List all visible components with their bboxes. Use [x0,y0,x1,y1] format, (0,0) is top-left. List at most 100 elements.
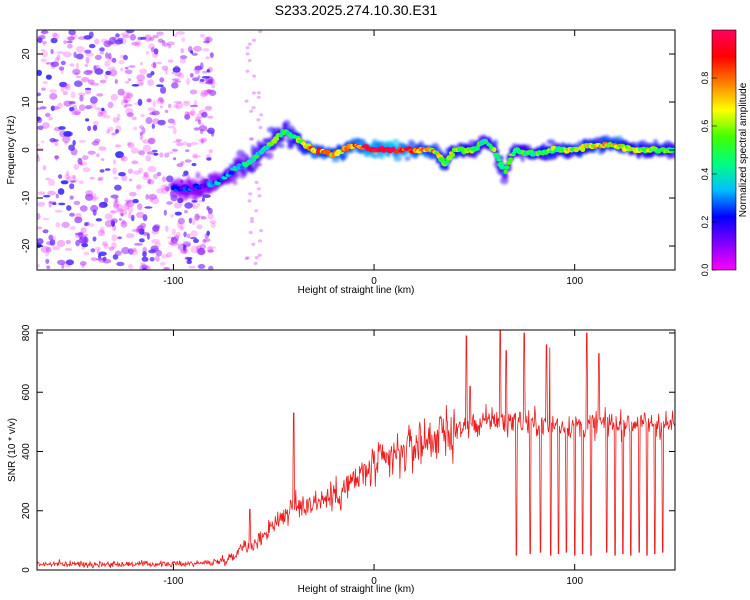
noise-speckle [207,115,214,119]
noise-speckle [41,50,49,58]
noise-speckle [161,187,169,195]
noise-speckle [128,65,136,68]
colorbar: 0.0 0.2 0.4 0.6 0.8 Normalized spectral ampl… [700,29,749,277]
ridge-halo-point [500,177,509,185]
noise-speckle [93,138,101,143]
noise-speckle [111,234,118,242]
noise-speckle [55,193,59,199]
noise-speckle [62,91,68,96]
noise-speckle [147,165,157,173]
noise-speckle [128,263,134,270]
ridge-halo-point [252,160,261,168]
noise-speckle [50,61,59,68]
noise-speckle [167,59,174,63]
noise-speckle [37,263,41,268]
noise-speckle [159,77,165,83]
noise-speckle [92,192,97,199]
noise-speckle [209,52,214,58]
noise-speckle [108,246,115,251]
noise-speckle [190,230,198,237]
noise-speckle [55,222,61,228]
noise-speckle [166,252,173,258]
noise-speckle [184,256,191,261]
noise-speckle [202,239,207,244]
noise-speckle [160,184,168,190]
noise-speckle [88,223,95,227]
noise-speckle [85,190,94,198]
noise-speckle [210,222,216,228]
noise-speckle [41,87,46,91]
noise-speckle [84,193,94,201]
noise-speckle [125,80,130,84]
noise-speckle [37,143,41,147]
ridge-halo-point [253,165,259,170]
noise-speckle [250,137,255,141]
noise-speckle [172,140,181,144]
noise-speckle [150,245,159,252]
noise-speckle [168,103,172,109]
noise-speckle [190,141,199,146]
noise-speckle [139,133,144,141]
noise-speckle [94,38,100,45]
noise-speckle [183,244,187,251]
noise-speckle [152,34,160,39]
noise-speckle [50,48,54,55]
noise-speckle [52,202,57,206]
noise-speckle [200,216,207,220]
noise-speckle [173,157,177,161]
noise-speckle [146,73,153,78]
noise-speckle [184,111,190,118]
noise-speckle [94,68,104,75]
noise-speckle [125,107,134,116]
ridge-core [170,129,675,193]
noise-speckle [170,236,175,243]
ridge-halo-point [249,169,255,174]
noise-speckle [70,180,76,183]
noise-speckle [184,210,188,214]
noise-speckle [164,68,169,75]
noise-speckle [116,203,124,211]
noise-speckle [206,157,212,161]
noise-speckle [141,127,146,135]
noise-speckle [155,255,160,262]
noise-speckle [202,70,208,74]
colorbar-tick-label: 0.0 [700,264,710,277]
noise-speckle [145,155,152,162]
noise-speckle [48,116,53,121]
noise-speckle [90,96,98,104]
noise-speckle [41,122,50,129]
noise-speckle [102,258,112,264]
noise-speckle [75,46,85,53]
ridge-halo-point [331,157,340,163]
noise-speckle [208,265,214,270]
noise-speckle [45,258,50,264]
noise-speckle [148,43,155,50]
noise-speckle [252,74,257,78]
noise-speckle [37,191,46,195]
noise-speckle [37,212,41,221]
noise-speckle [168,44,172,49]
noise-speckle [199,33,206,38]
noise-speckle [75,239,80,247]
noise-speckle [80,227,87,234]
spectrogram-y-label: Frequency (Hz) [6,116,17,185]
noise-speckle [139,61,143,66]
noise-speckle [75,53,84,60]
noise-speckle [123,104,128,108]
noise-speckle [161,40,166,44]
noise-speckle [93,120,99,127]
noise-speckle [258,30,263,33]
noise-speckle [96,258,105,261]
noise-speckle [48,200,52,208]
ridge-point [505,161,512,165]
noise-speckle [51,105,60,111]
noise-speckle [142,214,148,222]
snr-y-axis: 0 200 400 600 800 [21,324,675,573]
noise-speckle [179,58,186,64]
noise-speckle [91,140,100,146]
noise-speckle [89,176,95,180]
noise-speckle [108,36,117,45]
y-tick-label: 600 [21,383,32,400]
noise-speckle [54,209,63,213]
